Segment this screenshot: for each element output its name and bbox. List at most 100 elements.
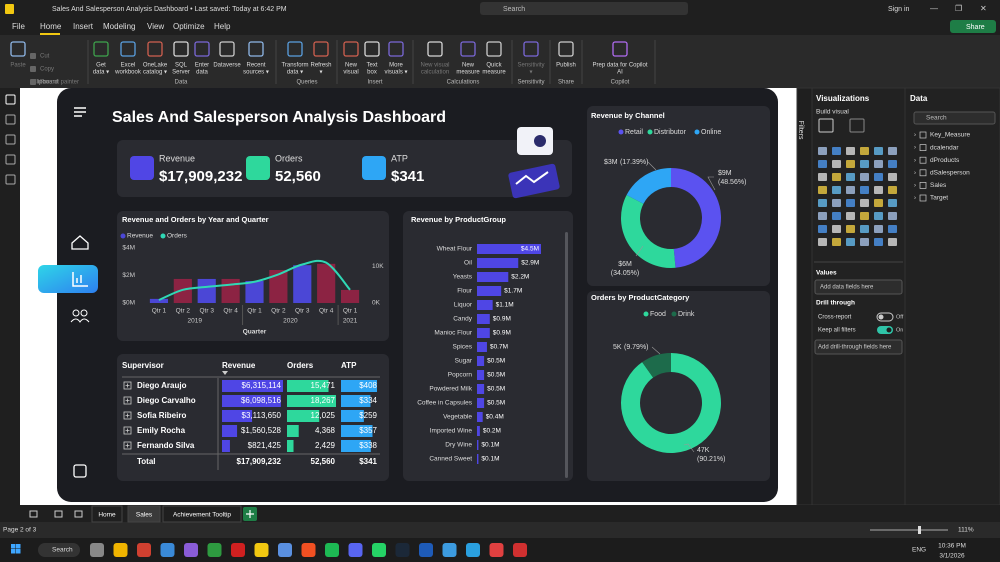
table-name[interactable]: Sales [930, 182, 947, 189]
visual-type-icon[interactable] [846, 160, 855, 168]
visual-type-icon[interactable] [818, 147, 827, 155]
taskbar-app[interactable] [278, 543, 292, 557]
toggle[interactable] [876, 312, 894, 322]
visual-type-icon[interactable] [832, 225, 841, 233]
build-icon[interactable] [818, 118, 834, 133]
view-icon[interactable] [29, 510, 38, 518]
ribbon-button-label[interactable]: More [389, 63, 403, 69]
window-control[interactable]: ✕ [980, 4, 987, 13]
visual-type-icon[interactable] [860, 212, 869, 220]
taskbar-app[interactable] [513, 543, 527, 557]
start-icon[interactable] [11, 544, 16, 549]
visual-type-icon[interactable] [860, 186, 869, 194]
visual-type-icon[interactable] [860, 147, 869, 155]
visual-type-icon[interactable] [846, 199, 855, 207]
table-name[interactable]: dcalendar [930, 144, 959, 151]
menu-item[interactable]: Help [214, 22, 231, 31]
ribbon-button-label[interactable]: catalog ▾ [143, 70, 167, 76]
taskbar-app[interactable] [395, 543, 410, 557]
taskbar-app[interactable] [372, 543, 386, 557]
filters-pane[interactable] [796, 87, 813, 506]
ribbon-button-label[interactable]: ▾ [319, 70, 322, 76]
ribbon-button-label[interactable]: Quick [486, 63, 502, 69]
taskbar-search[interactable] [38, 543, 80, 557]
column-header[interactable]: Revenue [222, 361, 256, 370]
taskbar-app[interactable] [489, 543, 504, 557]
scrollbar[interactable] [565, 232, 568, 478]
visual-type-icon[interactable] [846, 147, 855, 155]
visual-type-icon[interactable] [846, 238, 855, 246]
rail-icon[interactable] [5, 154, 16, 165]
visual-type-icon[interactable] [888, 212, 897, 220]
ribbon-button-label[interactable]: Text [366, 63, 377, 69]
taskbar-app[interactable] [325, 543, 339, 557]
ribbon-button-label[interactable]: Publish [556, 63, 576, 69]
taskbar-app[interactable] [137, 543, 151, 557]
visual-type-icon[interactable] [860, 199, 869, 207]
build-icon[interactable] [849, 118, 865, 133]
ribbon-button-label[interactable]: visual [343, 70, 358, 76]
column-header[interactable]: Orders [287, 361, 314, 370]
sign-in[interactable]: Sign in [888, 6, 910, 13]
ribbon-button-label[interactable]: Transform [281, 63, 308, 69]
expand-icon[interactable] [123, 381, 132, 390]
filters-label[interactable]: Filters [797, 120, 804, 140]
visual-type-icon[interactable] [818, 186, 827, 194]
visual-type-icon[interactable] [888, 160, 897, 168]
search-box[interactable] [913, 111, 996, 125]
visual-type-icon[interactable] [846, 212, 855, 220]
ribbon-button-label[interactable]: data ▾ [93, 70, 109, 76]
ribbon-button-label[interactable]: Server [172, 70, 190, 76]
ribbon-button-label[interactable]: ▾ [529, 70, 532, 76]
ribbon-button-label[interactable]: Format painter [40, 80, 79, 86]
visual-type-icon[interactable] [818, 225, 827, 233]
column-header[interactable]: Supervisor [122, 361, 164, 370]
ribbon-button-label[interactable]: New [345, 63, 358, 69]
search-box[interactable] [480, 2, 688, 15]
ribbon-button-label[interactable]: workbook [114, 70, 142, 76]
page-tab[interactable] [162, 505, 242, 523]
ribbon-button-label[interactable]: New [462, 63, 475, 69]
menu-item[interactable]: Optimize [173, 22, 205, 31]
table-name[interactable]: Key_Measure [930, 132, 970, 139]
visual-type-icon[interactable] [846, 173, 855, 181]
expand-icon[interactable] [123, 426, 132, 435]
view-icon[interactable] [54, 510, 63, 518]
taskbar-app[interactable] [90, 543, 104, 557]
visual-type-icon[interactable] [860, 225, 869, 233]
taskbar-app[interactable] [254, 543, 269, 557]
taskbar-app[interactable] [113, 543, 128, 557]
visual-type-icon[interactable] [832, 199, 841, 207]
visual-type-icon[interactable] [874, 186, 883, 194]
visual-type-icon[interactable] [888, 238, 897, 246]
visual-type-icon[interactable] [818, 199, 827, 207]
column-header[interactable]: ATP [341, 361, 357, 370]
menu-item[interactable]: View [147, 22, 164, 31]
visual-type-icon[interactable] [888, 225, 897, 233]
rail-icon[interactable] [5, 174, 16, 185]
visual-type-icon[interactable] [874, 147, 883, 155]
ribbon-button-label[interactable]: SQL [175, 63, 188, 69]
visual-type-icon[interactable] [832, 173, 841, 181]
visual-type-icon[interactable] [888, 173, 897, 181]
visual-type-icon[interactable] [888, 199, 897, 207]
ribbon-button-label[interactable]: New visual [420, 63, 449, 69]
expand-icon[interactable] [123, 411, 132, 420]
visual-type-icon[interactable] [818, 160, 827, 168]
menu-item[interactable]: Insert [73, 22, 94, 31]
share-button[interactable] [950, 20, 996, 33]
visual-type-icon[interactable] [860, 173, 869, 181]
visual-type-icon[interactable] [832, 147, 841, 155]
zoom-thumb[interactable] [918, 526, 921, 534]
visual-type-icon[interactable] [846, 225, 855, 233]
visual-type-icon[interactable] [818, 173, 827, 181]
menu-item[interactable]: File [12, 22, 25, 31]
visual-type-icon[interactable] [874, 238, 883, 246]
ribbon-button-label[interactable]: box [367, 70, 377, 76]
expand-icon[interactable] [123, 441, 132, 450]
ribbon-button-label[interactable]: Get [96, 63, 106, 69]
ribbon-button-label[interactable]: Dataverse [213, 63, 241, 69]
taskbar-app[interactable] [207, 543, 222, 557]
start-icon[interactable] [16, 544, 21, 549]
visual-type-icon[interactable] [832, 212, 841, 220]
